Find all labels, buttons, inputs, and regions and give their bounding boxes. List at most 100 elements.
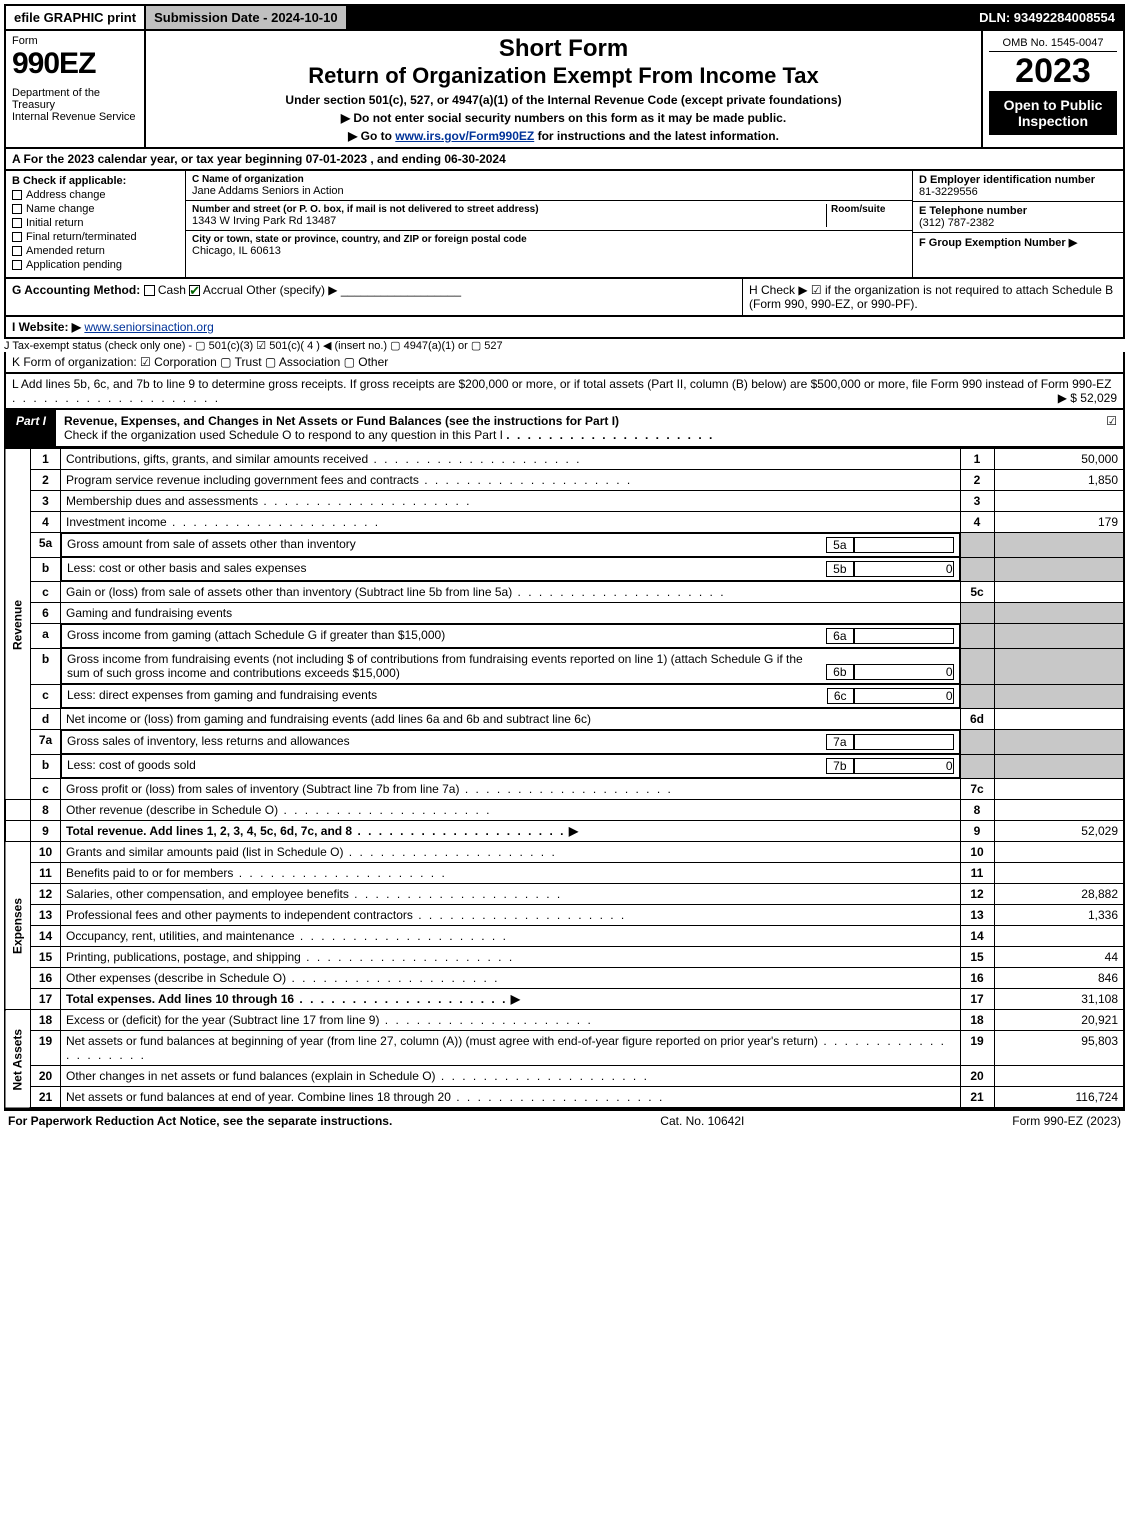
line-6c-desc: Less: direct expenses from gaming and fu… (67, 688, 827, 704)
g-cash: Cash (158, 283, 186, 297)
line-14-desc: Occupancy, rent, utilities, and maintena… (66, 929, 295, 943)
chk-application-pending-label: Application pending (26, 259, 122, 271)
line-2-num: 2 (960, 470, 994, 491)
chk-name-change[interactable]: Name change (12, 203, 179, 215)
g-prefix: G Accounting Method: (12, 283, 140, 297)
g-other: Other (specify) ▶ (246, 283, 337, 297)
line-21-num: 21 (960, 1087, 994, 1109)
chk-address-change-label: Address change (26, 189, 106, 201)
line-6a-sub: 6a (826, 628, 853, 644)
line-7c-val (994, 779, 1124, 800)
chk-final-return-label: Final return/terminated (26, 231, 137, 243)
row-g-h: G Accounting Method: Cash Accrual Other … (4, 279, 1125, 317)
line-11-desc: Benefits paid to or for members (66, 866, 233, 880)
line-12-num: 12 (960, 884, 994, 905)
revenue-table: Revenue 1Contributions, gifts, grants, a… (4, 448, 1125, 1109)
l-desc: L Add lines 5b, 6c, and 7b to line 9 to … (12, 377, 1111, 391)
line-6c-subval: 0 (854, 688, 954, 704)
chk-accrual[interactable] (189, 285, 200, 296)
line-6b-sub: 6b (826, 664, 853, 680)
line-18-num: 18 (960, 1010, 994, 1031)
line-19-val: 95,803 (994, 1031, 1124, 1066)
org-website-link[interactable]: www.seniorsinaction.org (84, 320, 213, 334)
footer-left: For Paperwork Reduction Act Notice, see … (8, 1114, 392, 1128)
line-15-val: 44 (994, 947, 1124, 968)
line-15-desc: Printing, publications, postage, and shi… (66, 950, 301, 964)
line-1-val: 50,000 (994, 449, 1124, 470)
chk-address-change[interactable]: Address change (12, 189, 179, 201)
section-c: C Name of organization Jane Addams Senio… (186, 171, 913, 277)
line-3-desc: Membership dues and assessments (66, 494, 258, 508)
efile-graphic-print: efile GRAPHIC print (6, 6, 146, 29)
line-6d-num: 6d (960, 709, 994, 730)
line-13-desc: Professional fees and other payments to … (66, 908, 413, 922)
chk-application-pending[interactable]: Application pending (12, 259, 179, 271)
irs-link[interactable]: www.irs.gov/Form990EZ (395, 129, 534, 143)
line-6d-val (994, 709, 1124, 730)
line-11-val (994, 863, 1124, 884)
line-7a-desc: Gross sales of inventory, less returns a… (67, 734, 826, 750)
line-6d-desc: Net income or (loss) from gaming and fun… (61, 709, 961, 730)
line-7b-sub: 7b (826, 758, 853, 774)
line-4-desc: Investment income (66, 515, 167, 529)
line-14-val (994, 926, 1124, 947)
section-g: G Accounting Method: Cash Accrual Other … (6, 279, 743, 315)
line-5a-subval (854, 537, 954, 553)
line-3-val (994, 491, 1124, 512)
line-5c-desc: Gain or (loss) from sale of assets other… (66, 585, 512, 599)
form-number: 990EZ (12, 47, 138, 81)
line-2-val: 1,850 (994, 470, 1124, 491)
g-accrual: Accrual (203, 283, 243, 297)
line-13-num: 13 (960, 905, 994, 926)
expenses-label: Expenses (5, 842, 31, 1010)
line-4-val: 179 (994, 512, 1124, 533)
section-a: A For the 2023 calendar year, or tax yea… (4, 149, 1125, 171)
l-value: ▶ $ 52,029 (1058, 391, 1117, 405)
topbar-spacer (348, 6, 972, 29)
dept-treasury: Department of the Treasury Internal Reve… (12, 87, 138, 123)
part-i-check: ☑ (1100, 410, 1123, 446)
d-label: D Employer identification number (919, 174, 1117, 186)
phone: (312) 787-2382 (919, 217, 1117, 229)
line-12-val: 28,882 (994, 884, 1124, 905)
footer-right: Form 990-EZ (2023) (1012, 1114, 1121, 1128)
form-header: Form 990EZ Department of the Treasury In… (4, 31, 1125, 149)
line-19-num: 19 (960, 1031, 994, 1066)
chk-initial-return[interactable]: Initial return (12, 217, 179, 229)
chk-amended-return[interactable]: Amended return (12, 245, 179, 257)
line-21-desc: Net assets or fund balances at end of ye… (66, 1090, 451, 1104)
submission-date: Submission Date - 2024-10-10 (146, 6, 348, 29)
part-i-header: Part I Revenue, Expenses, and Changes in… (4, 410, 1125, 448)
part-i-label: Part I (6, 410, 56, 446)
line-9-arrow: ▶ (569, 824, 578, 838)
section-j: J Tax-exempt status (check only one) - ▢… (4, 339, 1125, 352)
line-10-val (994, 842, 1124, 863)
line-5c-val (994, 582, 1124, 603)
g-blank: __________________ (341, 283, 461, 297)
line-11-num: 11 (960, 863, 994, 884)
line-4-num: 4 (960, 512, 994, 533)
c-city-label: City or town, state or province, country… (192, 234, 906, 245)
line-9-desc: Total revenue. Add lines 1, 2, 3, 4, 5c,… (66, 824, 352, 838)
part-i-sub: Check if the organization used Schedule … (64, 428, 503, 442)
line-17-val: 31,108 (994, 989, 1124, 1010)
footer-center: Cat. No. 10642I (660, 1114, 744, 1128)
room-suite-label: Room/suite (831, 204, 906, 215)
line-3-num: 3 (960, 491, 994, 512)
info-grid: B Check if applicable: Address change Na… (4, 171, 1125, 279)
c-street-label: Number and street (or P. O. box, if mail… (192, 204, 826, 215)
form-right: OMB No. 1545-0047 2023 Open to Public In… (983, 31, 1123, 147)
line-17-num: 17 (960, 989, 994, 1010)
line-17-desc: Total expenses. Add lines 10 through 16 (66, 992, 294, 1006)
e-label: E Telephone number (919, 205, 1117, 217)
chk-cash[interactable] (144, 285, 155, 296)
f-label: F Group Exemption Number ▶ (919, 236, 1117, 249)
line-7c-num: 7c (960, 779, 994, 800)
line-6b-desc: Gross income from fundraising events (no… (67, 652, 826, 680)
line-7b-subval: 0 (854, 758, 954, 774)
org-street: 1343 W Irving Park Rd 13487 (192, 215, 826, 227)
section-i: I Website: ▶ www.seniorsinaction.org (4, 317, 1125, 339)
section-b: B Check if applicable: Address change Na… (6, 171, 186, 277)
chk-final-return[interactable]: Final return/terminated (12, 231, 179, 243)
section-h: H Check ▶ ☑ if the organization is not r… (743, 279, 1123, 315)
